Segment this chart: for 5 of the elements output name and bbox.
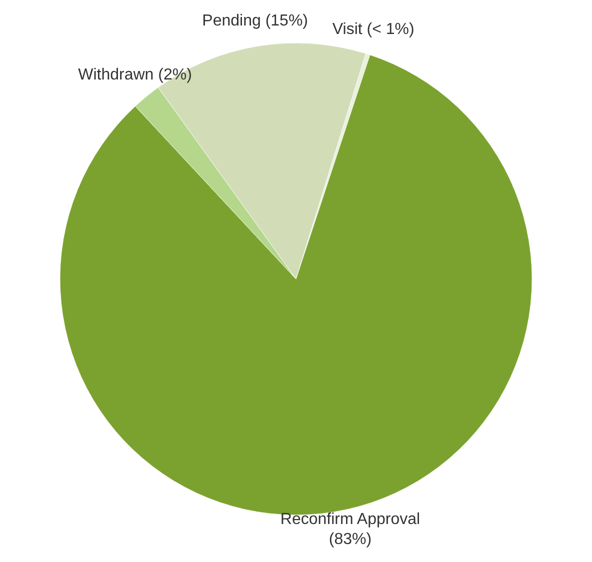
slice-label: Reconfirm Approval bbox=[280, 511, 420, 528]
data-label: (83%) bbox=[328, 531, 372, 548]
slice-label: Withdrawn (2%) bbox=[78, 66, 192, 84]
slice-label: Pending (15%) bbox=[202, 12, 308, 30]
slice-label: Visit (< 1%) bbox=[332, 21, 414, 38]
